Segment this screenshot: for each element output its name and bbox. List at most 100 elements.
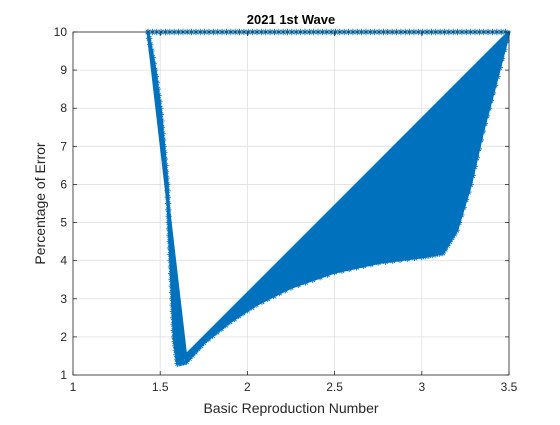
data-point-marker: [501, 46, 508, 53]
data-point-marker: [439, 249, 446, 257]
data-point-marker: [338, 267, 346, 274]
data-point-marker: [460, 204, 467, 211]
data-point-marker: [158, 117, 165, 125]
y-axis-label: Percentage of Error: [32, 142, 48, 265]
data-point-marker: [453, 226, 460, 234]
data-point-marker: [494, 73, 501, 80]
data-point-marker: [213, 328, 221, 336]
y-tick-label: 6: [60, 177, 67, 191]
data-point-marker: [231, 315, 238, 322]
data-point-marker: [167, 251, 174, 258]
data-point-marker: [157, 111, 164, 118]
y-axis-ticks: 1 2 3 4 5 6 7 8 9 10: [54, 25, 509, 382]
data-point-marker: [302, 279, 309, 286]
data-point-marker: [169, 295, 176, 302]
data-point-marker: [145, 35, 153, 42]
data-point-marker: [161, 155, 169, 163]
data-point-marker: [170, 333, 178, 341]
data-point-marker: [170, 314, 177, 322]
data-point-marker: [375, 259, 382, 266]
data-point-marker: [161, 149, 168, 156]
data-point-marker: [481, 120, 489, 127]
data-point-marker: [209, 332, 216, 339]
data-point-marker: [281, 287, 289, 294]
data-point-marker: [166, 225, 173, 233]
data-point-marker: [353, 264, 360, 271]
data-point-marker: [159, 136, 167, 144]
data-point-marker: [235, 312, 242, 320]
data-point-marker: [444, 242, 451, 249]
data-point-marker: [149, 54, 156, 61]
data-point-marker: [248, 304, 255, 311]
data-point-marker: [258, 298, 266, 305]
data-point-marker: [316, 273, 324, 281]
data-point-marker: [152, 73, 160, 80]
data-point-marker: [169, 301, 176, 309]
data-point-marker: [471, 163, 478, 170]
data-point-marker: [324, 271, 331, 278]
data-point-marker: [441, 246, 449, 253]
y-tick-label: 4: [60, 254, 67, 268]
data-point-marker: [222, 321, 229, 329]
data-point-marker: [396, 256, 404, 263]
data-point-marker: [239, 309, 247, 317]
data-point-marker: [155, 92, 162, 99]
data-point-marker: [158, 124, 166, 131]
data-point-marker: [156, 98, 163, 106]
chart-title: 2021 1st Wave: [247, 12, 335, 27]
data-point-marker: [172, 342, 179, 349]
data-point-marker: [168, 289, 176, 296]
data-point-marker: [287, 284, 295, 291]
x-axis-ticks: 1 1.5 2 2.5 3 3.5: [70, 32, 518, 394]
y-tick-label: 2: [60, 330, 67, 344]
data-point-marker: [200, 339, 207, 346]
data-point-marker: [462, 196, 470, 203]
data-point-marker: [487, 97, 495, 104]
data-point-marker: [475, 145, 482, 153]
data-point-marker: [160, 143, 167, 150]
data-point-marker: [204, 335, 212, 343]
data-point-marker: [166, 238, 173, 245]
data-point-marker: [483, 112, 491, 120]
data-point-marker: [489, 89, 497, 97]
x-tick-label: 3.5: [501, 380, 518, 394]
data-point-marker: [226, 318, 234, 325]
data-point-marker: [172, 347, 180, 354]
data-point-marker: [157, 105, 164, 112]
data-point-marker: [411, 254, 418, 262]
x-tick-label: 1: [70, 380, 77, 394]
data-point-marker: [162, 162, 169, 169]
data-point-marker: [458, 211, 465, 219]
data-point-marker: [167, 257, 174, 264]
data-point-marker: [485, 105, 493, 112]
data-point-marker: [166, 244, 174, 252]
data-point-marker: [169, 308, 177, 315]
data-point-marker: [171, 338, 178, 345]
data-point-marker: [163, 181, 171, 188]
y-tick-label: 10: [54, 25, 68, 39]
data-point-marker: [477, 136, 485, 144]
data-point-marker: [345, 265, 353, 273]
data-point-marker: [448, 234, 456, 241]
data-point-marker: [382, 258, 389, 265]
data-point-marker: [309, 276, 316, 283]
data-point-marker: [167, 263, 175, 271]
data-point-marker: [170, 320, 177, 328]
data-point-marker: [154, 85, 161, 93]
x-axis-label: Basic Reproduction Number: [203, 400, 378, 416]
data-point-marker: [331, 268, 338, 276]
data-point-marker: [469, 172, 476, 179]
data-point-marker: [165, 213, 172, 220]
data-point-marker: [168, 282, 176, 290]
data-point-marker: [276, 289, 283, 297]
data-point-marker: [295, 281, 302, 289]
data-point-marker: [404, 255, 411, 262]
data-point-marker: [496, 64, 503, 71]
data-point-marker: [446, 238, 453, 245]
data-point-marker: [159, 130, 166, 137]
data-point-marker: [218, 325, 225, 332]
x-tick-label: 2: [244, 380, 251, 394]
data-point-marker: [451, 230, 458, 238]
data-point-marker: [170, 327, 178, 334]
data-point-marker: [360, 262, 367, 269]
